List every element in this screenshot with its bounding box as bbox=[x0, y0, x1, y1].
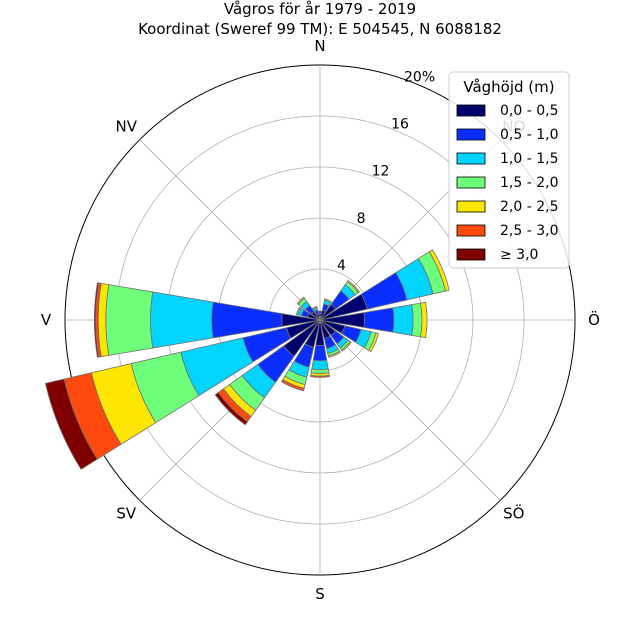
bar-segment-V-bin6 bbox=[93, 282, 100, 358]
radial-tick-label: 8 bbox=[357, 211, 366, 227]
legend-swatch bbox=[456, 152, 486, 165]
bar-segment-NV-bin4 bbox=[296, 296, 306, 306]
radial-tick-label: 4 bbox=[337, 258, 346, 274]
bar-segment-SV-bin6 bbox=[214, 392, 248, 426]
bar-segment-Ö-bin2 bbox=[392, 304, 414, 336]
legend-title: Våghöjd (m) bbox=[463, 78, 554, 96]
legend-label: 1,5 - 2,0 bbox=[500, 175, 558, 191]
legend: Våghöjd (m) 0,0 - 0,5 0,5 - 1,0 1,0 - 1,5 1,… bbox=[448, 71, 570, 269]
direction-label: S bbox=[315, 585, 325, 603]
bar-segment-ÖNÖ-bin4 bbox=[428, 249, 450, 292]
direction-label: Ö bbox=[588, 310, 600, 329]
bar-segment-S-bin2 bbox=[311, 359, 329, 371]
legend-label: 0,0 - 0,5 bbox=[500, 103, 558, 119]
direction-label: SV bbox=[116, 505, 137, 523]
legend-label: ≥ 3,0 bbox=[500, 247, 538, 263]
legend-swatch bbox=[456, 176, 486, 189]
grid-spoke bbox=[319, 319, 501, 501]
bar-segment-NNÖ-bin3 bbox=[324, 298, 333, 304]
rose-bars bbox=[44, 249, 450, 470]
legend-label: 1,0 - 1,5 bbox=[500, 151, 558, 167]
legend-label: 2,5 - 3,0 bbox=[500, 223, 558, 239]
bar-segment-SSÖ-bin4 bbox=[327, 350, 341, 358]
radial-tick-label: 20% bbox=[404, 69, 435, 85]
direction-label: NV bbox=[116, 117, 138, 135]
grid-spoke bbox=[139, 139, 321, 321]
bar-segment-ÖSÖ-bin4 bbox=[368, 332, 379, 353]
bar-segment-N-bin1 bbox=[318, 310, 322, 315]
legend-swatch bbox=[456, 224, 486, 237]
bar-segment-NÖ-bin4 bbox=[346, 279, 361, 294]
bar-segment-S-bin1 bbox=[312, 344, 328, 362]
direction-label: V bbox=[41, 311, 52, 329]
direction-label: SÖ bbox=[503, 504, 524, 523]
bar-segment-VSV-bin6 bbox=[44, 378, 98, 470]
bar-segment-V-bin2 bbox=[150, 291, 214, 349]
bar-segment-SÖ-bin4 bbox=[340, 340, 352, 352]
bar-segment-NNV-bin3 bbox=[312, 305, 318, 310]
legend-swatch bbox=[456, 128, 486, 141]
legend-swatch bbox=[456, 248, 486, 261]
legend-label: 0,5 - 1,0 bbox=[500, 127, 558, 143]
radial-tick-label: 12 bbox=[372, 164, 390, 180]
bar-segment-S-bin5 bbox=[310, 374, 330, 378]
direction-label: N bbox=[314, 37, 325, 55]
bar-segment-Ö-bin3 bbox=[411, 302, 423, 338]
bar-segment-Ö-bin4 bbox=[420, 301, 428, 339]
bar-segment-VNV-bin3 bbox=[295, 306, 302, 316]
radial-tick-label: 16 bbox=[391, 117, 409, 133]
bar-segment-V-bin3 bbox=[105, 284, 154, 356]
legend-swatch bbox=[456, 104, 486, 117]
bar-segment-Ö-bin1 bbox=[363, 307, 395, 333]
legend-label: 2,0 - 2,5 bbox=[500, 199, 558, 215]
legend-box bbox=[448, 71, 570, 269]
chart-subtitle: Koordinat (Sweref 99 TM): E 504545, N 60… bbox=[138, 20, 502, 38]
legend-swatch bbox=[456, 200, 486, 213]
chart-title: Vågros för år 1979 - 2019 bbox=[224, 0, 416, 18]
bar-segment-SSV-bin5 bbox=[280, 378, 305, 392]
